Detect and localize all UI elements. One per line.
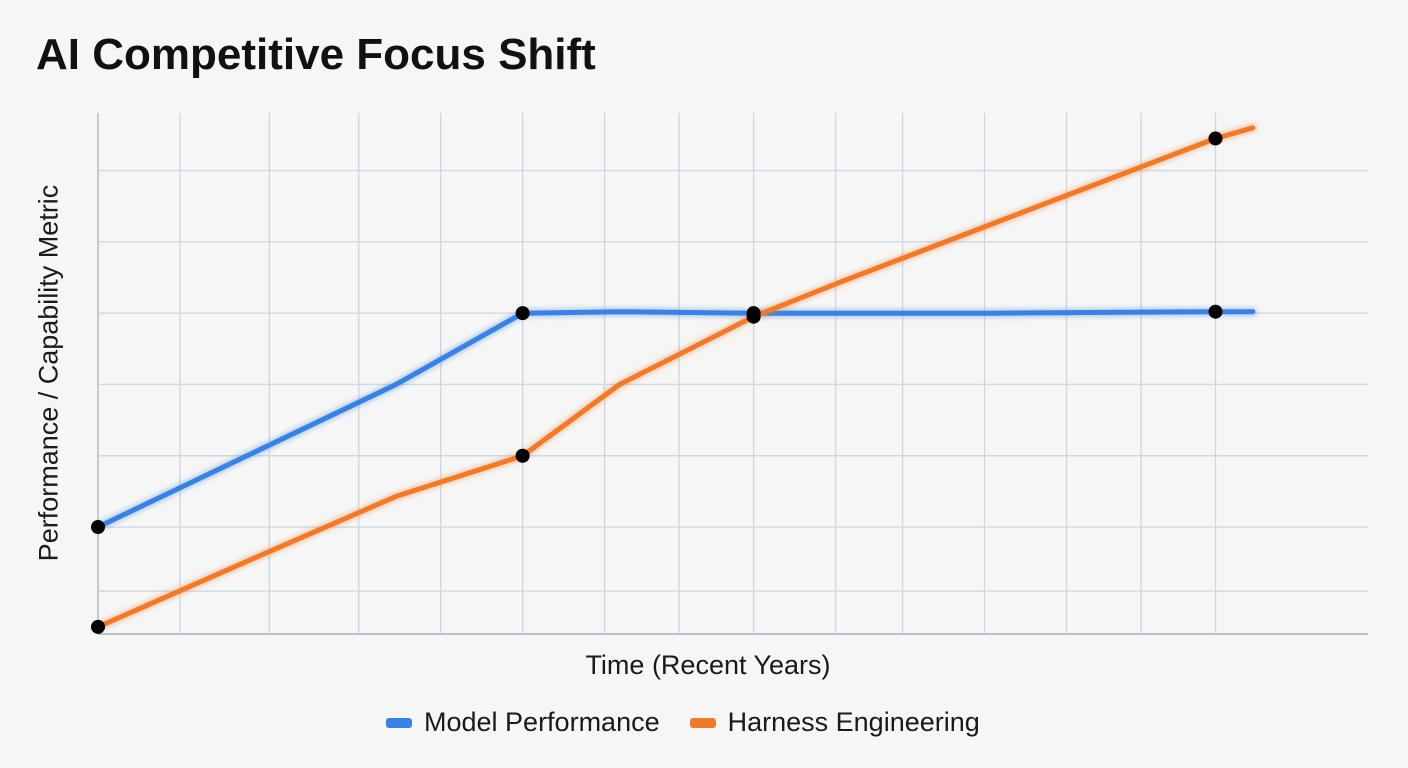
legend-item-model-performance[interactable]: Model Performance: [386, 707, 660, 738]
legend-swatch-harness-engineering: [689, 717, 716, 728]
series-line-model-performance: [95, 309, 1256, 530]
legend-label-harness-engineering: Harness Engineering: [727, 707, 980, 737]
legend-item-harness-engineering[interactable]: Harness Engineering: [689, 707, 980, 738]
series-lines: [93, 123, 1258, 632]
data-point-model-performance-0[interactable]: [91, 520, 105, 535]
legend-swatch-model-performance: [386, 717, 412, 728]
data-point-harness-engineering-1[interactable]: [515, 448, 530, 463]
data-point-harness-engineering-2[interactable]: [746, 309, 761, 324]
legend: Model Performance Harness Engineering: [386, 707, 1010, 738]
legend-label-model-performance: Model Performance: [424, 707, 660, 737]
data-point-harness-engineering-3[interactable]: [1208, 131, 1223, 146]
data-point-harness-engineering-0[interactable]: [91, 619, 105, 634]
axes: [97, 113, 1368, 635]
series-glow-model-performance: [93, 307, 1258, 532]
data-points: [91, 131, 1223, 634]
y-axis-label: Performance / Capability Metric: [33, 184, 64, 562]
data-point-model-performance-3[interactable]: [1208, 304, 1223, 319]
series-line-harness-engineering: [95, 125, 1256, 630]
grid-lines: [97, 113, 1368, 635]
data-point-model-performance-1[interactable]: [515, 306, 530, 321]
x-axis-label: Time (Recent Years): [585, 650, 831, 680]
chart-title: AI Competitive Focus Shift: [36, 30, 596, 79]
